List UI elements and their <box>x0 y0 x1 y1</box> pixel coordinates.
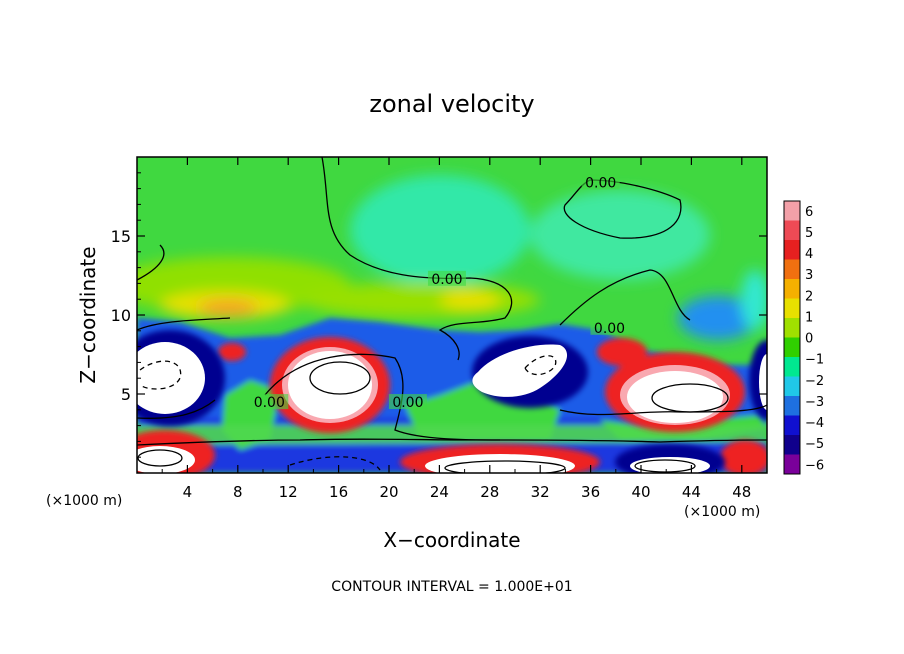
colorbar-swatch <box>784 318 800 338</box>
orange-patch-left <box>198 300 258 316</box>
colorbar: 6 5 4 3 2 1 0 −1 −2 −3 −4 −5 −6 <box>783 200 824 475</box>
colorbar-tick-label: −2 <box>805 374 824 389</box>
x-tick-label: 24 <box>430 483 449 501</box>
colorbar-tick-label: 5 <box>805 226 813 241</box>
contour-interval-note: CONTOUR INTERVAL = 1.000E+01 <box>331 579 572 595</box>
x-tick-label: 20 <box>379 483 398 501</box>
contour-zero-upper <box>137 157 513 361</box>
colorbar-swatch <box>784 435 800 455</box>
colorbar-swatch <box>784 259 800 280</box>
colorbar-tick-label: 3 <box>805 268 813 283</box>
contour-label-layer: 0.00 0.00 0.00 0.00 0.00 <box>250 174 629 411</box>
y-axis-label: Z−coordinate <box>76 246 100 383</box>
white-core-left <box>137 342 205 414</box>
x-axis-ticks: 4 8 12 16 20 24 28 32 36 40 44 48 <box>161 157 751 501</box>
colorbar-tick-label: 6 <box>805 205 813 220</box>
x-tick-label: 28 <box>480 483 499 501</box>
contour-label: 0.00 <box>585 175 616 191</box>
colorbar-swatch <box>784 415 800 436</box>
x-unit-right: (×1000 m) <box>684 504 760 520</box>
colorbar-swatch <box>784 279 800 299</box>
x-tick-label: 48 <box>732 483 751 501</box>
contour-zero-right <box>559 179 691 326</box>
contour-core-a <box>309 361 371 395</box>
white-core-a <box>288 351 372 419</box>
colorbar-swatch <box>784 454 800 475</box>
contour-zero-lower <box>137 438 767 446</box>
y-tick-label: 10 <box>111 306 131 325</box>
colorbar-tick-label: −6 <box>805 458 824 473</box>
contour-label: 0.00 <box>431 272 462 288</box>
x-tick-label: 44 <box>682 483 701 501</box>
contour-bottom-mid <box>444 460 566 473</box>
colorbar-swatch <box>784 357 800 377</box>
colorbar-swatch <box>784 220 800 241</box>
x-tick-label: 32 <box>531 483 550 501</box>
y-tick-label: 15 <box>111 227 131 246</box>
red-strip-right <box>720 440 767 473</box>
contour-lines <box>137 157 767 473</box>
colorbar-tick-label: 2 <box>805 289 813 304</box>
red-cell-c <box>597 338 647 366</box>
cyan-edge-right <box>741 270 767 330</box>
contour-dashed-mid <box>524 355 557 376</box>
contour-dashed-bottom <box>289 456 381 471</box>
x-axis-label: X−coordinate <box>383 528 520 552</box>
x-tick-label: 8 <box>233 483 243 501</box>
x-unit-left: (×1000 m) <box>46 493 122 509</box>
upper-field <box>137 175 767 340</box>
x-tick-label: 36 <box>581 483 600 501</box>
colorbar-swatch <box>784 337 800 358</box>
red-cell-d <box>218 343 246 361</box>
contour-core-b <box>651 383 729 413</box>
colorbar-tick-label: −3 <box>805 395 824 410</box>
y-axis-ticks: 5 10 15 <box>111 172 767 458</box>
contour-label: 0.00 <box>254 395 285 411</box>
cyan-patch-top <box>350 175 530 285</box>
chart-title: zonal velocity <box>369 90 534 118</box>
contour-bottom-left <box>137 449 183 467</box>
white-core-mid <box>472 344 568 397</box>
white-cores <box>137 342 767 473</box>
y-tick-label: 5 <box>121 385 131 404</box>
white-core-b <box>627 371 723 423</box>
contour-label: 0.00 <box>392 395 423 411</box>
colorbar-frame <box>783 200 801 475</box>
blue-patch-right <box>678 296 758 340</box>
x-tick-label: 12 <box>279 483 298 501</box>
colorbar-swatch <box>784 298 800 319</box>
colorbar-tick-label: −4 <box>805 416 824 431</box>
colorbar-swatch <box>784 376 800 397</box>
colorbar-swatch <box>784 201 800 221</box>
contour-bottom-right <box>634 459 696 473</box>
white-core-edge <box>759 354 767 410</box>
plot-area: 0.00 0.00 0.00 0.00 0.00 <box>137 157 767 473</box>
colorbar-tick-label: −5 <box>805 437 824 452</box>
contour-dashed-left <box>139 360 182 390</box>
colorbar-tick-label: −1 <box>805 353 824 368</box>
contour-zero-mid <box>137 317 767 441</box>
colorbar-swatch <box>784 396 800 416</box>
contour-label: 0.00 <box>594 321 625 337</box>
colorbar-tick-label: 0 <box>805 332 813 347</box>
contour-label-bg <box>427 270 466 286</box>
colorbar-tick-label: 4 <box>805 247 813 262</box>
colorbar-swatch <box>784 240 800 260</box>
cyan-patch-right <box>530 190 710 280</box>
x-tick-label: 4 <box>183 483 193 501</box>
yellow-patch-mid <box>440 290 500 310</box>
x-tick-label: 16 <box>329 483 348 501</box>
x-tick-label: 40 <box>631 483 650 501</box>
contour-label-bg <box>250 394 289 410</box>
white-core-bottom <box>425 454 575 473</box>
colorbar-tick-label: 1 <box>805 310 813 325</box>
contour-label-bg <box>581 174 620 190</box>
contour-label-bg <box>388 394 427 410</box>
contour-label-bg <box>590 319 629 335</box>
white-core-bottom-left <box>137 446 195 473</box>
